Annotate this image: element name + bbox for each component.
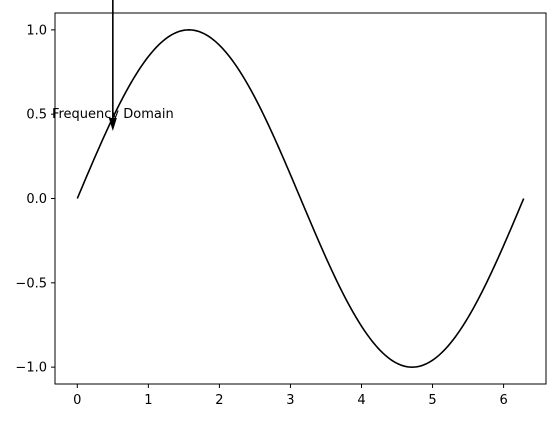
series-line <box>76 29 525 368</box>
annotations: Time DomainFrequency Domain <box>52 0 174 132</box>
y-axis: −1.0 −0.5 0.0 0.5 1.0 <box>15 23 55 376</box>
x-tick-label: 4 <box>357 393 365 408</box>
x-tick-label: 5 <box>428 393 436 408</box>
x-tick-label: 0 <box>73 393 81 408</box>
y-tick-label: 1.0 <box>26 23 47 38</box>
x-axis: 0 1 2 3 4 5 6 <box>73 384 508 408</box>
y-tick-label: 0.5 <box>26 108 47 123</box>
x-tick-label: 1 <box>144 393 152 408</box>
y-tick-label: −1.0 <box>15 361 47 376</box>
x-tick-label: 3 <box>286 393 294 408</box>
x-tick-label: 6 <box>499 393 507 408</box>
x-tick-label: 2 <box>215 393 223 408</box>
y-tick-label: 0.0 <box>26 192 47 207</box>
annotation-frequency-domain: Frequency Domain <box>52 107 174 122</box>
y-tick-label: −0.5 <box>15 276 47 291</box>
annotation-arrow-head <box>108 118 117 132</box>
